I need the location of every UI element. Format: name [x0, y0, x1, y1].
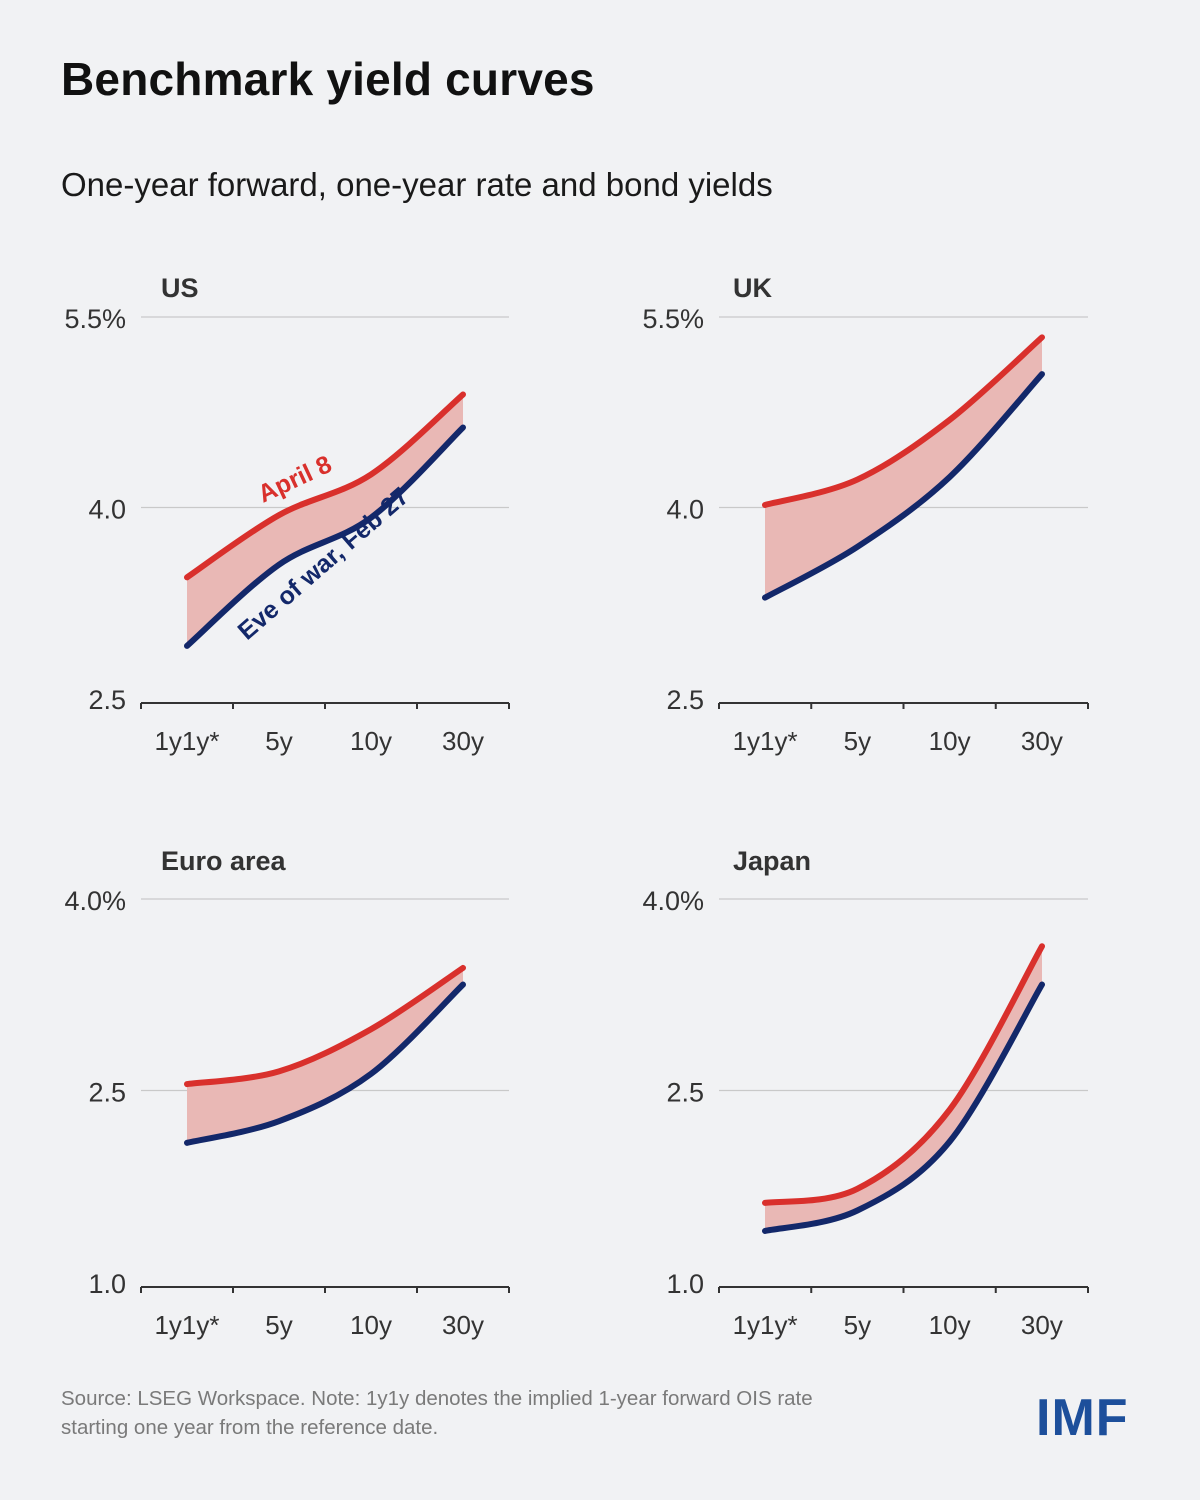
x-tick-label: 1y1y* [733, 726, 798, 756]
spread-band [765, 946, 1042, 1231]
x-tick-label: 10y [929, 1310, 971, 1340]
panel-uk: UK 5.5% 4.0 2.5 1y1y* 5y 10y 30y [642, 273, 1089, 756]
source-line-1: Source: LSEG Workspace. Note: 1y1y denot… [61, 1387, 813, 1410]
x-tick-label: 10y [929, 726, 971, 756]
x-tick-label: 5y [265, 1310, 292, 1340]
panel-japan: Japan 4.0% 2.5 1.0 1y1y* 5y 10y 30y [642, 846, 1089, 1340]
y-tick-label: 4.0% [64, 886, 126, 916]
x-tick-label: 10y [350, 726, 392, 756]
y-tick-label: 5.5% [64, 304, 126, 334]
x-tick-label: 10y [350, 1310, 392, 1340]
panel-euro-area: Euro area 4.0% 2.5 1.0 1y1y* 5y 10y 30y [64, 846, 510, 1340]
x-tick-label: 30y [442, 1310, 484, 1340]
y-tick-label: 2.5 [88, 1078, 126, 1108]
panel-title: Japan [733, 846, 811, 876]
series-line-feb27 [762, 981, 1045, 1234]
x-tick-label: 5y [265, 726, 292, 756]
series-line-april8 [184, 964, 466, 1088]
chart-subtitle: One-year forward, one-year rate and bond… [61, 166, 773, 203]
y-tick-label: 2.5 [88, 685, 126, 715]
x-tick-label: 1y1y* [733, 1310, 798, 1340]
chart-title: Benchmark yield curves [61, 53, 595, 105]
panel-title: UK [733, 273, 772, 303]
source-line-2: starting one year from the reference dat… [61, 1416, 439, 1439]
series-line-feb27 [762, 371, 1045, 601]
x-tick-label: 30y [1021, 1310, 1063, 1340]
y-tick-label: 1.0 [666, 1269, 704, 1299]
series-line-feb27 [184, 981, 466, 1146]
y-tick-label: 4.0 [666, 495, 704, 525]
imf-logo: IMF [1036, 1389, 1129, 1447]
series-line-feb27 [184, 424, 466, 649]
series-line-april8 [762, 943, 1045, 1206]
source-note: Source: LSEG Workspace. Note: 1y1y denot… [61, 1384, 981, 1442]
x-tick-label: 5y [844, 726, 871, 756]
series-line-april8 [184, 391, 466, 581]
y-tick-label: 4.0 [88, 495, 126, 525]
y-tick-label: 2.5 [666, 685, 704, 715]
x-tick-label: 1y1y* [154, 726, 219, 756]
y-tick-label: 2.5 [666, 1078, 704, 1108]
y-tick-label: 1.0 [88, 1269, 126, 1299]
panel-title: US [161, 273, 199, 303]
x-tick-label: 1y1y* [154, 1310, 219, 1340]
series-line-april8 [762, 334, 1045, 508]
x-tick-label: 5y [844, 1310, 871, 1340]
x-tick-label: 30y [1021, 726, 1063, 756]
panel-title: Euro area [161, 846, 287, 876]
y-tick-label: 4.0% [642, 886, 704, 916]
x-tick-label: 30y [442, 726, 484, 756]
y-tick-label: 5.5% [642, 304, 704, 334]
